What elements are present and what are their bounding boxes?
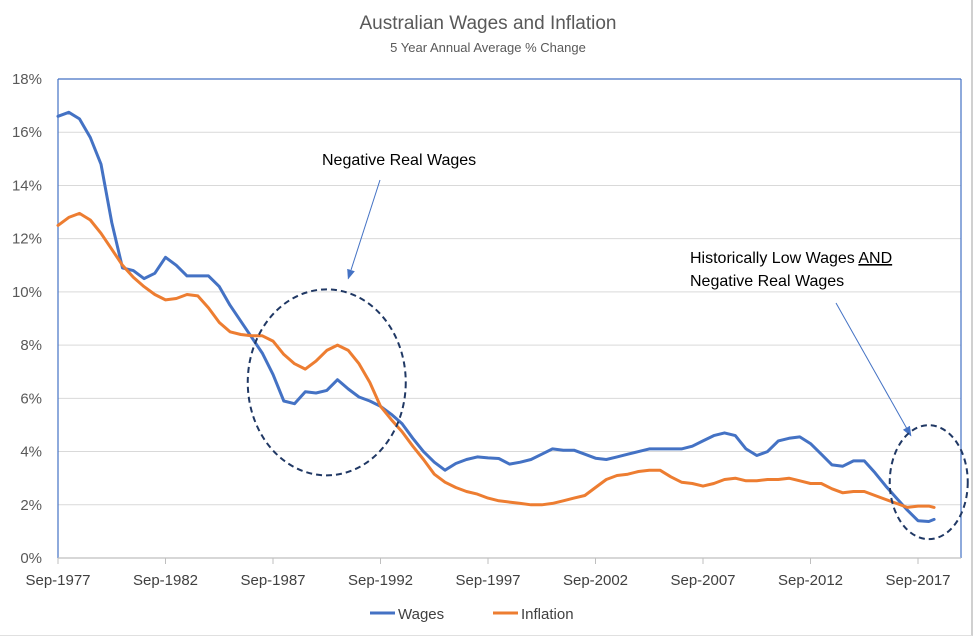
- annotation-arrow: [347, 179, 381, 280]
- y-tick-label: 4%: [20, 444, 42, 461]
- highlight-circle: [246, 288, 407, 477]
- y-tick-label: 10%: [12, 284, 42, 301]
- chart-title: Australian Wages and Inflation: [359, 13, 616, 34]
- annotations: Negative Real Wages Historically Low Wage…: [246, 152, 969, 541]
- y-tick-label: 8%: [20, 337, 42, 354]
- highlight-circle: [888, 424, 969, 541]
- x-tick-label: Sep-1992: [348, 572, 413, 589]
- annotation-text: Negative Real Wages: [690, 273, 844, 290]
- y-tick-label: 14%: [12, 177, 42, 194]
- annotation-text: Negative Real Wages: [322, 152, 476, 169]
- y-tick-label: 16%: [12, 124, 42, 141]
- legend-label: Inflation: [521, 606, 574, 623]
- series-line-wages: [56, 110, 936, 523]
- y-tick-label: 2%: [20, 497, 42, 514]
- y-axis: 0% 2% 4% 6% 8% 10% 12% 14% 16% 18%: [12, 71, 42, 567]
- x-tick-label: Sep-2012: [778, 572, 843, 589]
- x-axis: Sep-1977 Sep-1982 Sep-1987 Sep-1992 Sep-1997…: [25, 557, 961, 589]
- x-tick-label: Sep-2002: [563, 572, 628, 589]
- chart-subtitle: 5 Year Annual Average % Change: [390, 40, 586, 55]
- y-tick-label: 0%: [20, 550, 42, 567]
- series-lines: [56, 110, 936, 523]
- gridlines: [57, 78, 962, 558]
- legend: Wages Inflation: [370, 606, 574, 623]
- annotation-text-part: Negative Real Wages: [690, 273, 844, 290]
- x-tick-label: Sep-1997: [455, 572, 520, 589]
- legend-label: Wages: [398, 606, 444, 623]
- annotation-text: Historically Low Wages AND: [690, 250, 892, 267]
- y-tick-label: 12%: [12, 231, 42, 248]
- x-tick-label: Sep-1977: [25, 572, 90, 589]
- annotation-arrow: [835, 302, 912, 437]
- x-tick-label: Sep-1982: [133, 572, 198, 589]
- x-tick-label: Sep-2007: [670, 572, 735, 589]
- series-line-inflation: [56, 211, 936, 509]
- x-tick-label: Sep-1987: [240, 572, 305, 589]
- y-tick-label: 18%: [12, 71, 42, 88]
- annotation-text-part: Historically Low Wages: [690, 250, 858, 267]
- y-tick-label: 6%: [20, 390, 42, 407]
- annotation-text-part: AND: [858, 250, 892, 267]
- x-tick-label: Sep-2017: [885, 572, 950, 589]
- annotation-text-part: Negative Real Wages: [322, 152, 476, 169]
